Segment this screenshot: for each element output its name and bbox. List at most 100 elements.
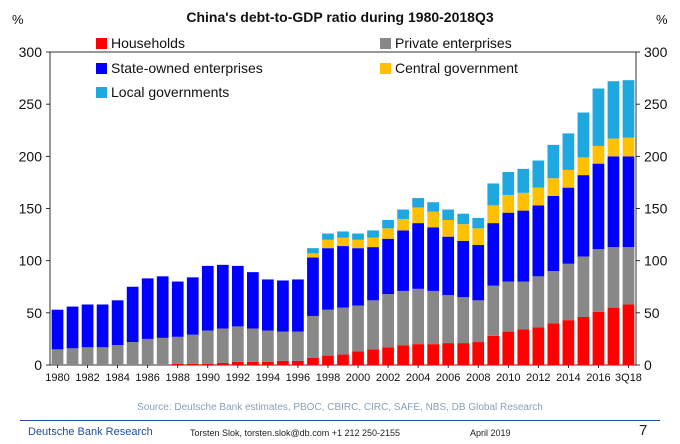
left-tick-label: 150 <box>19 201 43 217</box>
bar-segment-local-governments-2008 <box>472 217 485 229</box>
right-tick-label: 150 <box>644 201 668 217</box>
x-tick-label: 2016 <box>586 372 610 384</box>
bar-segment-households-1993 <box>246 361 259 365</box>
bar-segment-local-governments-2005 <box>427 202 440 212</box>
bar-segment-private-enterprises-2015 <box>577 256 590 317</box>
bar-segment-state-owned-enterprises-1995 <box>277 280 289 332</box>
bar-segment-households-2003 <box>397 345 409 365</box>
right-y-axis: 0 50 100 150 200 250 300 <box>636 44 668 373</box>
bar-segment-state-owned-enterprises-1990 <box>201 265 214 331</box>
bar-segment-state-owned-enterprises-1994 <box>262 279 274 331</box>
x-tick-label: 2010 <box>496 372 520 384</box>
bar-segment-households-1988 <box>171 363 184 365</box>
bar-segment-state-owned-enterprises-2013 <box>547 195 560 272</box>
bar-segment-private-enterprises-2012 <box>532 276 545 328</box>
bar-segment-private-enterprises-1993 <box>246 328 259 362</box>
bar-segment-central-government-2002 <box>382 228 394 239</box>
x-tick-label: 1982 <box>75 372 99 384</box>
bar-segment-state-owned-enterprises-2006 <box>442 236 455 296</box>
bar-segment-households-2014 <box>562 320 575 365</box>
bar-segment-central-government-2011 <box>517 192 530 211</box>
bar-segment-local-governments-2010 <box>502 171 515 195</box>
legend: Households Private enterprises State-owned… <box>96 35 518 100</box>
bar-segment-central-government-2000 <box>352 239 364 249</box>
x-tick-label: 1990 <box>196 372 220 384</box>
bar-segment-central-government-2004 <box>412 207 424 224</box>
bar-segment-households-1996 <box>292 360 304 365</box>
bar-segment-private-enterprises-1989 <box>186 334 199 364</box>
bar-segment-state-owned-enterprises-2000 <box>352 248 364 306</box>
right-tick-label: 0 <box>644 357 652 373</box>
bar-segment-private-enterprises-1998 <box>322 309 334 356</box>
bar-segment-private-enterprises-2018Q3 <box>622 247 635 305</box>
x-tick-label: 1998 <box>316 372 340 384</box>
legend-label-private-enterprises: Private enterprises <box>395 35 512 51</box>
x-tick-label: 1994 <box>256 372 280 384</box>
bar-segment-households-1995 <box>277 360 289 365</box>
bar-segment-local-governments-2013 <box>547 144 560 179</box>
right-axis-unit: % <box>656 12 668 27</box>
bar-segment-households-2006 <box>442 343 455 365</box>
x-tick-label: 1984 <box>105 372 129 384</box>
bar-segment-central-government-2012 <box>532 187 545 206</box>
x-tick-label: 1992 <box>226 372 250 384</box>
bar-segment-households-2002 <box>382 347 394 365</box>
bar-segment-central-government-1998 <box>322 239 334 249</box>
bar-segment-private-enterprises-1983 <box>96 347 109 365</box>
bar-segment-households-1991 <box>216 362 229 365</box>
page-number: 7 <box>639 422 648 439</box>
bar-segment-central-government-2008 <box>472 228 485 246</box>
bar-segment-state-owned-enterprises-1988 <box>171 281 184 337</box>
bar-segment-state-owned-enterprises-2016 <box>592 163 605 250</box>
bar-segment-state-owned-enterprises-2012 <box>532 205 545 277</box>
bar-segment-households-2017 <box>607 307 620 365</box>
bar-segment-local-governments-2004 <box>412 198 424 208</box>
footer-brand: Deutsche Bank Research <box>28 426 153 438</box>
bar-segment-local-governments-2001 <box>367 230 379 238</box>
bar-segment-state-owned-enterprises-2004 <box>412 223 424 289</box>
bar-segment-private-enterprises-1996 <box>292 331 304 361</box>
bar-segment-households-1999 <box>337 354 349 365</box>
debt-chart: China's debt-to-GDP ratio during 1980-20… <box>12 9 668 384</box>
bar-segment-central-government-1997 <box>307 253 319 258</box>
bar-segment-local-governments-2003 <box>397 209 409 219</box>
bar-segment-local-governments-2012 <box>532 160 545 188</box>
bar-segment-households-2001 <box>367 349 379 365</box>
bar-segment-local-governments-2006 <box>442 209 455 220</box>
x-tick-label: 2008 <box>466 372 490 384</box>
bar-segment-central-government-2015 <box>577 157 590 176</box>
x-tick-label: 1986 <box>135 372 159 384</box>
left-tick-label: 0 <box>34 357 42 373</box>
left-tick-label: 250 <box>19 96 43 112</box>
bar-segment-state-owned-enterprises-1985 <box>126 286 139 343</box>
bar-segment-private-enterprises-1980 <box>51 349 64 365</box>
bar-segment-state-owned-enterprises-1989 <box>186 277 199 335</box>
bar-segment-private-enterprises-1990 <box>201 330 214 364</box>
bar-segment-state-owned-enterprises-2003 <box>397 230 409 291</box>
chart-title: China's debt-to-GDP ratio during 1980-20… <box>186 9 493 25</box>
bar-segment-state-owned-enterprises-1996 <box>292 279 304 332</box>
bar-segment-private-enterprises-1984 <box>111 345 124 365</box>
x-axis: 1980 1982 1984 1986 1988 1990 1992 1994 1996 1998… <box>45 365 642 384</box>
bar-segment-state-owned-enterprises-2018Q3 <box>622 156 635 248</box>
bar-segment-private-enterprises-1988 <box>171 336 184 364</box>
bar-segment-local-governments-1999 <box>337 231 349 238</box>
bar-segment-private-enterprises-2016 <box>592 249 605 312</box>
bar-segment-households-1990 <box>201 363 214 365</box>
right-tick-label: 300 <box>644 44 668 60</box>
bar-segment-local-governments-2000 <box>352 233 364 240</box>
bar-segment-local-governments-2016 <box>592 88 605 146</box>
bar-segment-state-owned-enterprises-2010 <box>502 212 515 282</box>
bar-segment-state-owned-enterprises-2005 <box>427 227 440 291</box>
bar-segment-households-2009 <box>487 335 500 365</box>
bar-stack-group <box>51 80 635 365</box>
bar-segment-private-enterprises-2006 <box>442 295 455 344</box>
bar-segment-local-governments-1998 <box>322 233 334 240</box>
footer-author: Torsten Slok, torsten.slok@db.com +1 212… <box>190 428 401 438</box>
bar-segment-households-2011 <box>517 329 530 365</box>
bar-segment-households-2015 <box>577 317 590 365</box>
footer-date: April 2019 <box>470 428 511 438</box>
left-tick-label: 200 <box>19 148 43 164</box>
bar-segment-households-1994 <box>262 361 274 365</box>
bar-segment-private-enterprises-2013 <box>547 271 560 324</box>
